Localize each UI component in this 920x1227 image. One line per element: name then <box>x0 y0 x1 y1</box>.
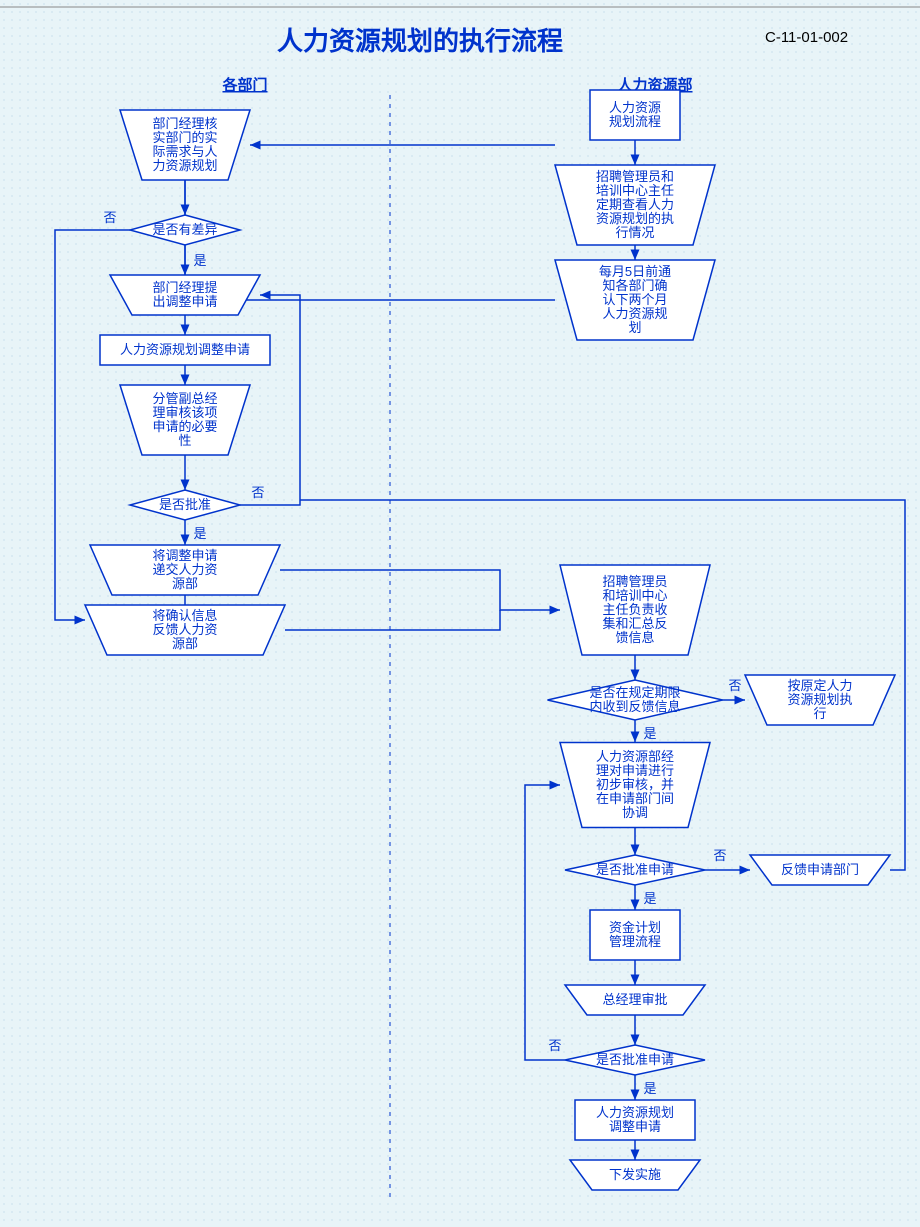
node-n_collect: 招聘管理员和培训中心主任负责收集和汇总反馈信息 <box>560 565 710 655</box>
column-header-left: 各部门 <box>221 76 267 94</box>
node-text: 源部 <box>172 576 198 591</box>
node-text: 力资源规划 <box>152 158 217 173</box>
node-text: 下发实施 <box>609 1167 661 1182</box>
node-text: 人力资源规划调整申请 <box>120 342 250 357</box>
node-text: 主任负责收 <box>602 602 667 617</box>
node-text: 按原定人力 <box>787 678 852 693</box>
node-text: 反馈申请部门 <box>781 862 859 877</box>
node-text: 行情况 <box>615 225 654 240</box>
node-text: 递交人力资 <box>152 562 217 577</box>
node-n_approve3: 是否批准申请 <box>565 1045 705 1075</box>
node-n_submit: 将调整申请递交人力资源部 <box>90 545 280 595</box>
doc-id: C-11-01-002 <box>765 29 848 46</box>
node-text: 认下两个月 <box>602 292 667 307</box>
node-text: 是否批准申请 <box>596 1052 674 1067</box>
node-text: 资金计划 <box>609 920 661 935</box>
node-n_feedback_dept: 反馈申请部门 <box>750 855 890 885</box>
edge <box>525 785 565 1060</box>
flowchart-canvas: 人力资源规划的执行流程C-11-01-002各部门人力资源部是否是否否是否是是否… <box>0 0 920 1227</box>
edge <box>285 610 500 630</box>
node-text: 馈信息 <box>615 630 654 645</box>
node-text: 规划流程 <box>609 114 661 129</box>
node-text: 源部 <box>172 636 198 651</box>
node-text: 人力资源 <box>609 100 661 115</box>
node-text: 人力资源规 <box>602 306 667 321</box>
node-text: 招聘管理员和 <box>596 169 674 184</box>
edge-label: 是 <box>193 253 206 268</box>
node-text: 集和汇总反 <box>602 616 667 631</box>
node-text: 总经理审批 <box>602 992 667 1007</box>
node-text: 部门经理提 <box>152 280 217 295</box>
node-n_adjust_doc: 人力资源规划调整申请 <box>575 1100 695 1140</box>
node-text: 是否有差异 <box>152 222 217 237</box>
node-n_notify: 每月5日前通知各部门确认下两个月人力资源规划 <box>555 260 715 340</box>
node-n_review: 招聘管理员和培训中心主任定期查看人力资源规划的执行情况 <box>555 165 715 245</box>
edge-label: 是 <box>643 726 656 741</box>
node-n_verify: 部门经理核实部门的实际需求与人力资源规划 <box>120 110 250 180</box>
node-n_vp_review: 分管副总经理审核该项申请的必要性 <box>120 385 250 455</box>
node-n_fund: 资金计划管理流程 <box>590 910 680 960</box>
node-text: 理审核该项 <box>152 405 217 420</box>
node-text: 在申请部门间 <box>596 791 674 806</box>
node-text: 内收到反馈信息 <box>589 699 680 714</box>
node-text: 部门经理核 <box>152 116 217 131</box>
node-text: 将确认信息 <box>152 608 217 623</box>
node-n_approve2: 是否批准申请 <box>565 855 705 885</box>
node-n_adjust_req: 部门经理提出调整申请 <box>110 275 260 315</box>
node-text: 资源规划执 <box>787 692 852 707</box>
node-text: 划 <box>628 320 641 335</box>
node-text: 资源规划的执 <box>596 211 674 226</box>
node-text: 管理流程 <box>609 934 661 949</box>
node-text: 每月5日前通 <box>599 264 671 279</box>
node-text: 人力资源规划 <box>596 1105 674 1120</box>
node-n_deadline: 是否在规定期限内收到反馈信息 <box>548 680 723 720</box>
node-text: 理对申请进行 <box>596 763 674 778</box>
edge <box>240 295 300 505</box>
node-n_execute_orig: 按原定人力资源规划执行 <box>745 675 895 725</box>
node-text: 际需求与人 <box>152 144 217 159</box>
node-text: 招聘管理员 <box>602 574 667 589</box>
node-text: 实部门的实 <box>152 130 217 145</box>
node-n_issue: 下发实施 <box>570 1160 700 1190</box>
node-n_hr_review: 人力资源部经理对申请进行初步审核，并在申请部门间协调 <box>560 743 710 828</box>
node-text: 调整申请 <box>609 1119 661 1134</box>
node-n_feedback: 将确认信息反馈人力资源部 <box>85 605 285 655</box>
node-text: 是否批准 <box>159 497 211 512</box>
edge-label: 否 <box>548 1038 561 1053</box>
node-text: 是否在规定期限 <box>589 685 680 700</box>
edge-label: 是 <box>643 891 656 906</box>
node-n_diff: 是否有差异 <box>130 215 240 245</box>
node-text: 申请的必要 <box>152 419 217 434</box>
node-text: 定期查看人力 <box>596 197 674 212</box>
node-text: 初步审核，并 <box>596 777 674 792</box>
node-n_gm: 总经理审批 <box>565 985 705 1015</box>
node-text: 行 <box>813 706 826 721</box>
node-text: 协调 <box>622 805 648 820</box>
node-n_approve1: 是否批准 <box>130 490 240 520</box>
node-text: 人力资源部经 <box>596 749 674 764</box>
node-text: 分管副总经 <box>152 391 217 406</box>
node-text: 和培训中心 <box>602 588 667 603</box>
edge-label: 否 <box>103 210 116 225</box>
node-n_form: 人力资源规划调整申请 <box>100 335 270 365</box>
edge-label: 否 <box>728 678 741 693</box>
node-text: 出调整申请 <box>152 294 217 309</box>
edge-label: 是 <box>193 526 206 541</box>
node-n_hr_plan: 人力资源规划流程 <box>590 90 680 140</box>
edge-label: 否 <box>251 485 264 500</box>
node-text: 反馈人力资 <box>152 622 217 637</box>
node-text: 培训中心主任 <box>596 183 674 198</box>
edge <box>280 570 560 610</box>
node-text: 性 <box>178 433 191 448</box>
node-text: 知各部门确 <box>602 278 667 293</box>
node-text: 将调整申请 <box>152 548 217 563</box>
edge-label: 是 <box>643 1081 656 1096</box>
node-text: 是否批准申请 <box>596 862 674 877</box>
edge-label: 否 <box>713 848 726 863</box>
page-title: 人力资源规划的执行流程 <box>277 26 563 56</box>
